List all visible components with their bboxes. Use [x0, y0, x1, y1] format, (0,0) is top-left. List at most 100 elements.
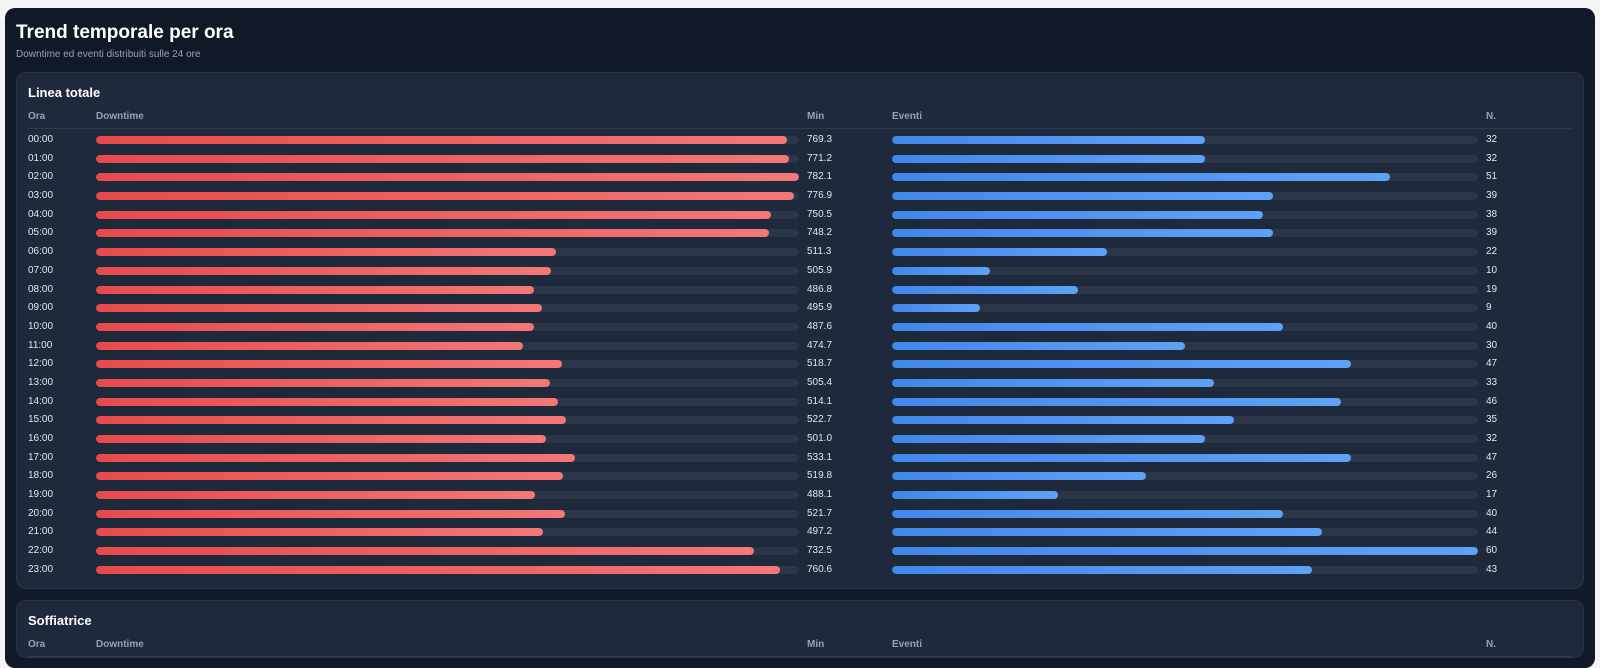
downtime-value: 732.5 — [807, 545, 833, 557]
downtime-value: 782.1 — [807, 171, 833, 183]
events-bar-track — [892, 248, 1478, 257]
events-count: 39 — [1486, 227, 1498, 239]
downtime-bar — [96, 435, 547, 443]
events-bar-track — [892, 565, 1478, 574]
hour-label: 21:00 — [28, 526, 54, 538]
table-row: 23:00 760.6 43 — [28, 561, 1572, 580]
hour-label: 01:00 — [28, 152, 54, 164]
events-bar — [892, 547, 1478, 556]
downtime-value: 505.9 — [807, 264, 833, 276]
downtime-value: 771.2 — [807, 152, 833, 164]
downtime-bar — [96, 528, 543, 537]
table-row: 04:00 750.5 38 — [28, 206, 1572, 225]
events-bar — [892, 397, 1342, 406]
downtime-value: 760.6 — [807, 563, 833, 575]
downtime-bar-track — [96, 266, 799, 275]
events-bar — [892, 341, 1185, 350]
events-count: 17 — [1486, 489, 1498, 501]
downtime-bar — [96, 136, 788, 144]
table-row: 08:00 486.8 19 — [28, 281, 1572, 300]
downtime-bar-track — [96, 547, 799, 556]
events-bar-track — [892, 491, 1478, 500]
events-bar — [892, 416, 1234, 425]
section-card-soffiatrice: Soffiatrice Ora Downtime Min Eventi N. — [16, 599, 1584, 658]
downtime-value: 497.2 — [807, 526, 833, 538]
events-bar — [892, 565, 1312, 574]
downtime-value: 474.7 — [807, 339, 833, 351]
hour-label: 03:00 — [28, 190, 54, 202]
table-row: 13:00 505.4 33 — [28, 374, 1572, 393]
downtime-bar-track — [96, 360, 799, 369]
table-row: 17:00 533.1 47 — [28, 449, 1572, 468]
column-header-minutes: Min — [807, 111, 825, 122]
downtime-value: 522.7 — [807, 414, 833, 426]
events-bar — [892, 378, 1215, 387]
column-header-hour: Ora — [28, 638, 46, 650]
hour-label: 04:00 — [28, 208, 54, 220]
table-row: 18:00 519.8 26 — [28, 467, 1572, 486]
downtime-bar — [96, 360, 563, 369]
downtime-bar — [96, 154, 790, 163]
events-bar-track — [892, 192, 1478, 201]
table-header: Ora Downtime Min Eventi N. — [28, 111, 1572, 129]
events-count: 46 — [1486, 395, 1498, 407]
downtime-bar — [96, 416, 566, 425]
events-count: 40 — [1486, 320, 1498, 332]
events-bar-track — [892, 509, 1478, 518]
downtime-bar — [96, 378, 551, 387]
events-bar-track — [892, 416, 1478, 425]
hour-label: 13:00 — [28, 376, 54, 388]
downtime-bar-track — [96, 397, 799, 406]
downtime-value: 769.3 — [807, 134, 833, 145]
hour-label: 20:00 — [28, 507, 54, 519]
table-row: 00:00 769.3 32 — [28, 131, 1572, 150]
downtime-value: 505.4 — [807, 376, 833, 388]
table-row: 21:00 497.2 44 — [28, 523, 1572, 542]
downtime-bar — [96, 453, 576, 462]
downtime-bar — [96, 210, 771, 219]
table-header: Ora Downtime Min Eventi N. — [28, 639, 1572, 657]
page-subtitle: Downtime ed eventi distribuiti sulle 24 … — [16, 49, 201, 60]
events-bar-track — [892, 528, 1478, 537]
events-count: 32 — [1486, 433, 1498, 444]
events-bar-track — [892, 210, 1478, 219]
events-bar — [892, 192, 1273, 201]
hour-label: 11:00 — [28, 339, 53, 351]
hour-label: 09:00 — [28, 302, 54, 314]
downtime-value: 511.3 — [807, 246, 832, 258]
events-bar — [892, 360, 1352, 369]
events-count: 9 — [1486, 302, 1492, 314]
downtime-bar-track — [96, 528, 799, 537]
column-header-events: Eventi — [892, 111, 923, 122]
column-header-downtime: Downtime — [96, 111, 144, 122]
events-bar-track — [892, 341, 1478, 350]
downtime-bar — [96, 565, 780, 574]
events-count: 38 — [1486, 208, 1498, 220]
hour-label: 07:00 — [28, 264, 54, 276]
events-bar-track — [892, 322, 1478, 331]
downtime-value: 750.5 — [807, 208, 833, 220]
events-count: 43 — [1486, 563, 1498, 575]
page-title: Trend temporale per ora — [16, 22, 234, 43]
table-row: 16:00 501.0 32 — [28, 430, 1572, 449]
events-count: 35 — [1486, 414, 1498, 426]
downtime-bar-track — [96, 192, 799, 201]
events-bar — [892, 435, 1205, 443]
downtime-bar-track — [96, 285, 799, 294]
events-count: 39 — [1486, 190, 1498, 202]
column-header-events: Eventi — [892, 638, 923, 650]
events-bar — [892, 210, 1264, 219]
events-count: 10 — [1486, 264, 1498, 276]
downtime-bar-track — [96, 322, 799, 331]
downtime-bar-track — [96, 154, 799, 163]
downtime-bar-track — [96, 248, 799, 257]
events-bar — [892, 322, 1283, 331]
events-bar-track — [892, 547, 1478, 556]
downtime-bar-track — [96, 491, 799, 500]
events-count: 32 — [1486, 152, 1498, 164]
events-bar-track — [892, 229, 1478, 238]
table-row: 22:00 732.5 60 — [28, 542, 1572, 561]
column-header-hour: Ora — [28, 111, 46, 122]
events-bar-track — [892, 304, 1478, 313]
downtime-bar — [96, 173, 799, 182]
